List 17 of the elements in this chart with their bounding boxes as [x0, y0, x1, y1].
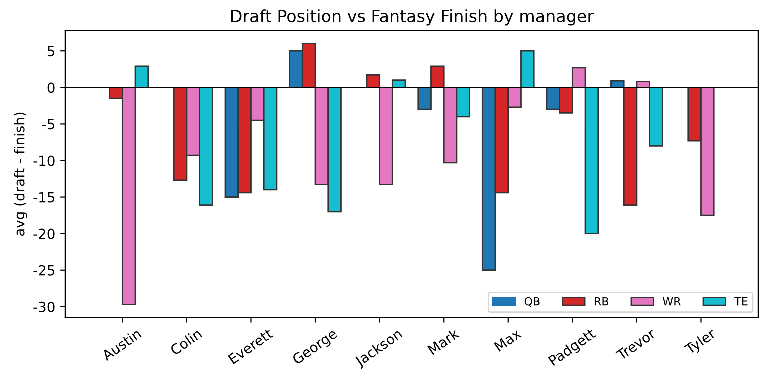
legend-label: QB	[524, 297, 540, 308]
y-tick-label: 5	[48, 46, 55, 57]
chart-title: Draft Position vs Fantasy Finish by manager	[232, 10, 594, 26]
x-tick-label: Max	[494, 328, 522, 352]
y-tick-label: -10	[34, 156, 55, 166]
legend-label: TE	[734, 297, 748, 306]
y-tick-label: 0	[48, 82, 55, 94]
y-tick-label: -20	[34, 228, 55, 240]
y-tick-label: -15	[34, 192, 55, 203]
y-tick-label: -5	[42, 119, 55, 130]
legend-label: WR	[662, 297, 681, 306]
x-tick-label: Tyler	[684, 328, 718, 358]
x-tick-label: Colin	[170, 328, 203, 356]
legend-label: RB	[595, 297, 608, 306]
y-tick-label: -30	[34, 302, 55, 312]
y-tick-label: -25	[34, 265, 55, 276]
y-axis-title: avg (draft - finish)	[14, 112, 28, 236]
